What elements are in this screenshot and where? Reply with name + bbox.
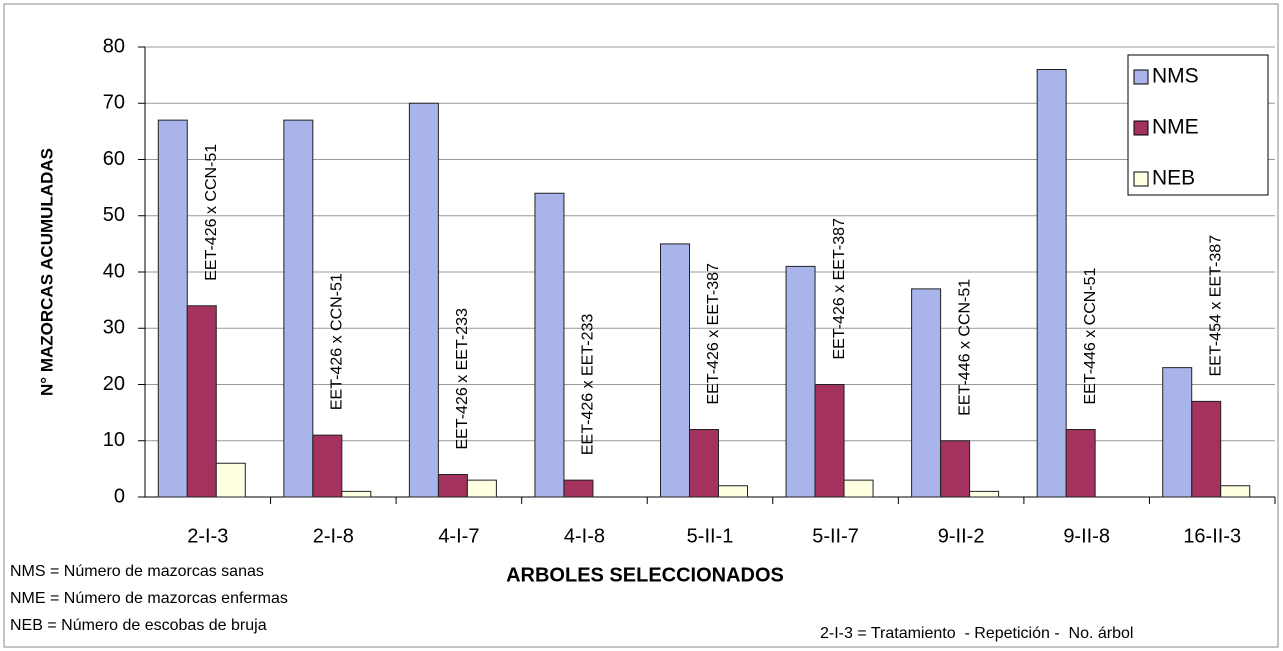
- x-tick-label: 5-II-1: [687, 525, 734, 547]
- bar: [1191, 400, 1222, 498]
- bar-annotation: EET-446 x CCN-51: [956, 279, 973, 416]
- bar: [341, 490, 372, 498]
- note: NEB = Número de escobas de bruja: [10, 617, 267, 634]
- x-tick-label: 16-II-3: [1183, 525, 1241, 547]
- y-tick-label: 10: [103, 429, 125, 451]
- bar-annotation: EET-426 x EET-387: [705, 263, 722, 405]
- bar-annotation: EET-426 x EET-233: [580, 314, 597, 456]
- y-tick-label: 80: [103, 35, 125, 57]
- note: NME = Número de mazorcas enfermas: [10, 590, 288, 607]
- legend-label: NME: [1152, 116, 1199, 139]
- legend-swatch: [1133, 69, 1149, 85]
- bar: [283, 119, 314, 498]
- bar-annotation: EET-426 x CCN-51: [203, 144, 220, 281]
- bar: [408, 102, 439, 498]
- bar: [1162, 367, 1193, 498]
- x-tick-label: 4-I-7: [438, 525, 479, 547]
- legend-swatch: [1133, 171, 1149, 187]
- legend-box: [1127, 54, 1269, 196]
- footnote: 2-I-3 = Tratamiento - Repetición - No. á…: [820, 625, 1133, 642]
- bar: [186, 305, 217, 498]
- bar: [660, 243, 690, 498]
- bar: [785, 265, 816, 498]
- bar: [911, 288, 942, 498]
- bar-annotation: EET-426 x CCN-51: [329, 273, 346, 410]
- bar-annotation: EET-446 x CCN-51: [1082, 267, 1099, 404]
- bar-annotation: EET-426 x EET-387: [831, 218, 848, 360]
- legend-label: NMS: [1152, 65, 1199, 88]
- y-tick-label: 40: [103, 260, 125, 282]
- y-tick-label: 30: [103, 317, 125, 339]
- legend-label: NEB: [1152, 167, 1195, 190]
- bar-annotation: EET-426 x EET-233: [454, 308, 471, 450]
- x-tick-label: 9-II-8: [1063, 525, 1110, 547]
- y-tick-label: 60: [103, 148, 125, 170]
- y-tick-label: 50: [103, 204, 125, 226]
- bar: [1065, 429, 1096, 498]
- bar: [437, 474, 468, 498]
- x-axis-title: ARBOLES SELECCIONADOS: [506, 564, 784, 586]
- y-tick-label: 70: [103, 92, 125, 114]
- bar: [215, 462, 246, 498]
- x-tick-label: 5-II-7: [812, 525, 859, 547]
- bar: [157, 119, 188, 498]
- bar: [1036, 69, 1067, 498]
- y-tick-label: 0: [114, 485, 125, 507]
- y-tick-label: 20: [103, 373, 125, 395]
- bar: [814, 384, 845, 498]
- bar: [689, 429, 719, 498]
- legend-swatch: [1133, 120, 1149, 136]
- bar: [940, 440, 971, 498]
- bar: [466, 479, 497, 498]
- bar: [312, 434, 343, 498]
- bar: [563, 479, 594, 498]
- bar: [969, 490, 1000, 498]
- note: NMS = Número de mazorcas sanas: [10, 563, 264, 580]
- bar: [718, 485, 748, 498]
- x-tick-label: 2-I-3: [187, 525, 228, 547]
- y-axis-title: N° MAZORCAS ACUMULADAS: [37, 148, 56, 396]
- bar: [1220, 485, 1251, 498]
- x-tick-label: 9-II-2: [938, 525, 985, 547]
- x-tick-label: 2-I-8: [313, 525, 354, 547]
- bar: [534, 192, 565, 498]
- x-tick-label: 4-I-8: [564, 525, 605, 547]
- bar: [843, 479, 874, 498]
- bar-annotation: EET-454 x EET-387: [1207, 235, 1224, 377]
